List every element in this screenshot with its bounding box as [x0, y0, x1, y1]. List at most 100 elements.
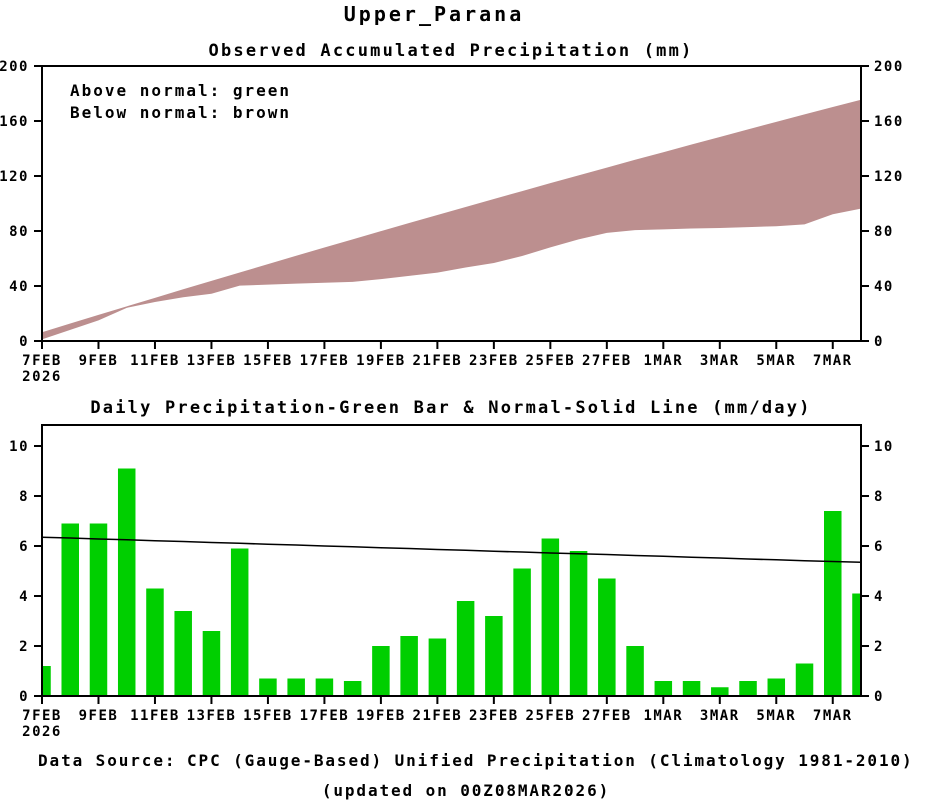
daily-precip-bar	[61, 523, 79, 696]
x-tick-label: 9FEB	[79, 353, 119, 369]
daily-precip-bar	[485, 616, 503, 696]
daily-precip-bar	[541, 538, 560, 696]
legend-above-normal: Above normal: green	[70, 81, 291, 100]
x-tick-label: 21FEB	[413, 353, 463, 369]
daily-precip-bar	[711, 687, 729, 696]
page-title: Upper_Parana	[344, 2, 525, 26]
x-tick-label: 23FEB	[469, 353, 519, 369]
daily-precip-bar	[428, 638, 447, 696]
y-tick-label-left: 80	[9, 224, 29, 240]
daily-precip-bar	[654, 681, 673, 696]
x-tick-label: 11FEB	[130, 353, 180, 369]
panel1-content	[42, 99, 861, 340]
y-tick-label-left: 0	[19, 334, 29, 350]
x-tick-label: 1MAR	[643, 708, 683, 724]
y-tick-label-left: 120	[0, 169, 29, 185]
daily-precip-bar	[400, 636, 418, 696]
x-tick-label: 11FEB	[130, 708, 180, 724]
y-tick-label-right: 4	[874, 589, 884, 605]
daily-precip-bar	[259, 678, 277, 696]
y-tick-label-left: 200	[0, 59, 29, 75]
daily-precip-bar	[739, 681, 757, 696]
x-tick-label: 3MAR	[700, 708, 740, 724]
y-tick-label-right: 6	[874, 539, 884, 555]
x-tick-label: 19FEB	[356, 353, 406, 369]
daily-precip-bar	[795, 663, 814, 696]
daily-precip-bar	[767, 678, 786, 696]
y-tick-label-left: 2	[19, 639, 29, 655]
y-tick-label-right: 40	[874, 279, 894, 295]
daily-precip-bar	[315, 678, 334, 696]
x-tick-label: 15FEB	[243, 708, 293, 724]
y-tick-label-right: 10	[874, 439, 894, 455]
y-tick-label-right: 0	[874, 689, 884, 705]
x-year-label: 2026	[22, 369, 62, 385]
x-tick-label: 17FEB	[300, 708, 350, 724]
y-tick-label-left: 6	[19, 539, 29, 555]
y-tick-label-right: 160	[874, 114, 904, 130]
daily-precip-bar	[598, 578, 616, 696]
x-tick-label: 7MAR	[813, 353, 853, 369]
daily-precip-bar	[202, 631, 221, 696]
y-tick-label-right: 120	[874, 169, 904, 185]
x-tick-label: 25FEB	[526, 353, 576, 369]
x-tick-label: 7FEB	[22, 708, 62, 724]
plot-frame	[41, 424, 862, 697]
x-tick-label: 27FEB	[582, 708, 632, 724]
daily-precip-bar	[569, 551, 588, 696]
y-tick-label-left: 40	[9, 279, 29, 295]
y-tick-label-left: 160	[0, 114, 29, 130]
y-tick-label-left: 4	[19, 589, 29, 605]
x-tick-label: 27FEB	[582, 353, 632, 369]
daily-precip-bar	[174, 611, 192, 696]
x-year-label: 2026	[22, 724, 62, 740]
x-tick-label: 7FEB	[22, 353, 62, 369]
below-normal-band	[42, 99, 861, 340]
daily-precip-bar	[89, 523, 108, 696]
x-tick-label: 5MAR	[756, 353, 796, 369]
x-tick-label: 23FEB	[469, 708, 519, 724]
x-tick-label: 3MAR	[700, 353, 740, 369]
y-tick-label-left: 10	[9, 439, 29, 455]
x-tick-label: 9FEB	[79, 708, 119, 724]
y-tick-label-right: 0	[874, 334, 884, 350]
x-tick-label: 1MAR	[643, 353, 683, 369]
daily-precip-bar	[343, 681, 362, 696]
x-tick-label: 7MAR	[813, 708, 853, 724]
daily-precip-bar	[682, 681, 701, 696]
data-source-text: CPC (Gauge-Based) Unified Precipitation …	[187, 751, 914, 770]
data-source-label: Data Source:	[38, 751, 176, 770]
x-tick-label: 21FEB	[413, 708, 463, 724]
normal-line	[42, 536, 861, 564]
daily-precip-bar	[852, 593, 861, 696]
x-tick-label: 5MAR	[756, 708, 796, 724]
y-tick-label-right: 200	[874, 59, 904, 75]
panel2-content	[42, 468, 861, 696]
y-tick-label-left: 8	[19, 489, 29, 505]
y-tick-label-left: 0	[19, 689, 29, 705]
legend-below-normal: Below normal: brown	[70, 103, 291, 122]
daily-precip-bar	[117, 468, 136, 696]
x-tick-label: 25FEB	[526, 708, 576, 724]
daily-precip-bar	[513, 568, 531, 696]
daily-precip-bar	[626, 646, 644, 696]
accumulated-panel-title: Observed Accumulated Precipitation (mm)	[209, 41, 694, 61]
daily-precip-bar	[372, 646, 390, 696]
daily-precip-bar	[42, 666, 51, 696]
daily-precip-bar	[230, 548, 249, 696]
daily-precip-bar	[146, 588, 164, 696]
x-tick-label: 15FEB	[243, 353, 293, 369]
x-tick-label: 13FEB	[187, 708, 237, 724]
daily-precip-bar	[456, 601, 475, 696]
daily-panel-title: Daily Precipitation-Green Bar & Normal-S…	[90, 398, 811, 418]
x-tick-label: 13FEB	[187, 353, 237, 369]
y-tick-label-right: 8	[874, 489, 884, 505]
daily-precip-bar	[824, 511, 842, 696]
y-tick-label-right: 2	[874, 639, 884, 655]
x-tick-label: 19FEB	[356, 708, 406, 724]
x-tick-label: 17FEB	[300, 353, 350, 369]
